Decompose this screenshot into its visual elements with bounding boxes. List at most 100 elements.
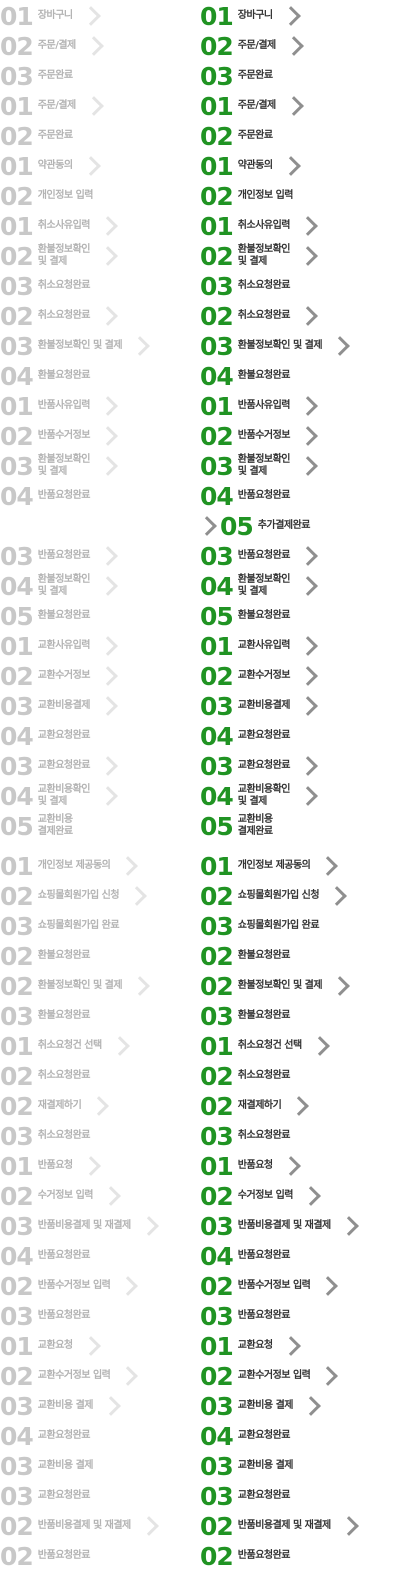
chevron-right-icon: [298, 636, 318, 656]
step-number: 02: [200, 1271, 234, 1301]
step-number: 03: [0, 1211, 34, 1241]
step-number: 01: [0, 631, 34, 661]
active-step-5: 01 약관동의: [200, 151, 302, 181]
active-step-30: 02 환불요청완료: [200, 941, 291, 971]
step-label: 쇼핑몰회원가입 신청: [237, 890, 320, 901]
step-label: 반품비용결제 및 재결제: [237, 1520, 331, 1531]
active-step-29: 03 쇼핑몰회원가입 완료: [200, 911, 320, 941]
step-number: 02: [0, 181, 34, 211]
step-label: 반품요청완료: [237, 1250, 291, 1261]
inactive-step-18: 04 환불정보확인 및 결제: [0, 571, 119, 601]
step-number: 02: [0, 1271, 34, 1301]
inactive-step-30: 02 환불요청완료: [0, 941, 91, 971]
step-label: 반품요청완료: [237, 1550, 291, 1561]
step-label: 교환요청완료: [37, 760, 91, 771]
chevron-right-icon: [298, 666, 318, 686]
active-step-25: 04 교환비용확인 및 결제: [200, 781, 319, 811]
step-label: 교환수거정보 입력: [237, 1370, 311, 1381]
step-number: 01: [0, 1151, 34, 1181]
step-label: 교환수거정보: [37, 670, 91, 681]
active-step-32: 03 환불요청완료: [200, 1001, 291, 1031]
step-label: 취소요청완료: [237, 310, 291, 321]
inactive-step-7: 01 취소사유입력: [0, 211, 119, 241]
step-label: 수거정보 입력: [37, 1190, 94, 1201]
inactive-step-3: 01 주문/결제: [0, 91, 105, 121]
step-label: 주문완료: [237, 70, 273, 81]
active-step-27: 01 개인정보 제공동의: [200, 851, 339, 881]
step-number: 01: [200, 631, 234, 661]
step-label: 교환비용 결제완료: [237, 814, 273, 837]
step-label: 주문/결제: [37, 100, 76, 111]
inactive-step-44: 02 교환수거정보 입력: [0, 1361, 139, 1391]
step-number: 01: [200, 1031, 234, 1061]
inactive-step-16: 04 반품요청완료: [0, 481, 91, 511]
step-number: 03: [200, 691, 234, 721]
step-label: 환불요청완료: [37, 370, 91, 381]
step-number: 02: [200, 941, 234, 971]
step-number: 03: [200, 1211, 234, 1241]
chevron-right-icon: [301, 1396, 321, 1416]
step-label: 반품사유입력: [237, 400, 291, 411]
active-step-8: 02 환불정보확인 및 결제: [200, 241, 319, 271]
step-number: 01: [0, 1331, 34, 1361]
step-label: 재결제하기: [237, 1100, 282, 1111]
step-number: 02: [0, 1541, 34, 1571]
step-number: 02: [200, 881, 234, 911]
chevron-right-icon: [280, 6, 301, 26]
chevron-right-icon: [98, 786, 118, 806]
step-label: 취소요청완료: [237, 280, 291, 291]
active-step-19: 05 환불요청완료: [200, 601, 291, 631]
step-label: 환불정보확인 및 결제: [237, 454, 291, 477]
chevron-right-icon: [298, 246, 318, 266]
inactive-step-15: 03 환불정보확인 및 결제: [0, 451, 119, 481]
chevron-right-icon: [338, 1216, 359, 1236]
step-number: 03: [0, 1451, 34, 1481]
step-number: 04: [200, 1421, 234, 1451]
chevron-right-icon: [83, 36, 104, 56]
step-label: 반품수거정보: [237, 430, 291, 441]
step-number: 02: [200, 971, 234, 1001]
active-step-48: 03 교환요청완료: [200, 1481, 291, 1511]
inactive-step-34: 02 취소요청완료: [0, 1061, 91, 1091]
inactive-step-25: 04 교환비용확인 및 결제: [0, 781, 119, 811]
step-label: 주문완료: [37, 130, 73, 141]
step-number: 04: [0, 1241, 34, 1271]
active-step-additional-payment: 05 추가결제완료: [197, 511, 311, 541]
step-label: 환불요청완료: [37, 610, 91, 621]
inactive-step-49: 02 반품비용결제 및 재결제: [0, 1511, 160, 1541]
step-number: 03: [200, 541, 234, 571]
step-number: 04: [200, 361, 234, 391]
step-label: 환불정보확인 및 결제: [237, 244, 291, 267]
step-label: 반품요청완료: [237, 1310, 291, 1321]
step-label: 환불정보확인 및 결제: [37, 574, 91, 597]
step-label: 취소요청건 선택: [37, 1040, 102, 1051]
inactive-step-6: 02 개인정보 입력: [0, 181, 93, 211]
step-number: 03: [0, 331, 34, 361]
step-number: 04: [200, 1241, 234, 1271]
step-number: 03: [0, 451, 34, 481]
step-label: 교환요청: [237, 1340, 273, 1351]
active-step-7: 01 취소사유입력: [200, 211, 319, 241]
chevron-right-icon: [330, 336, 350, 356]
chevron-right-icon: [338, 1516, 359, 1536]
inactive-step-37: 01 반품요청: [0, 1151, 102, 1181]
active-step-40: 04 반품요청완료: [200, 1241, 291, 1271]
chevron-right-icon: [298, 696, 318, 716]
step-number: 04: [200, 721, 234, 751]
inactive-step-33: 01 취소요청건 선택: [0, 1031, 131, 1061]
active-step-36: 03 취소요청완료: [200, 1121, 291, 1151]
chevron-right-icon: [298, 756, 318, 776]
chevron-right-icon: [318, 1276, 339, 1296]
chevron-right-icon: [109, 1036, 130, 1056]
active-step-42: 03 반품요청완료: [200, 1301, 291, 1331]
chevron-right-icon: [330, 976, 350, 996]
step-label: 교환비용확인 및 결제: [237, 784, 291, 807]
step-number: 03: [200, 1481, 234, 1511]
step-number: 03: [0, 1121, 34, 1151]
chevron-right-icon: [298, 576, 318, 596]
step-number: 01: [200, 91, 234, 121]
chevron-right-icon: [118, 856, 139, 876]
inactive-step-12: 04 환불요청완료: [0, 361, 91, 391]
step-label: 교환수거정보 입력: [37, 1370, 111, 1381]
step-label: 취소요청완료: [37, 310, 91, 321]
